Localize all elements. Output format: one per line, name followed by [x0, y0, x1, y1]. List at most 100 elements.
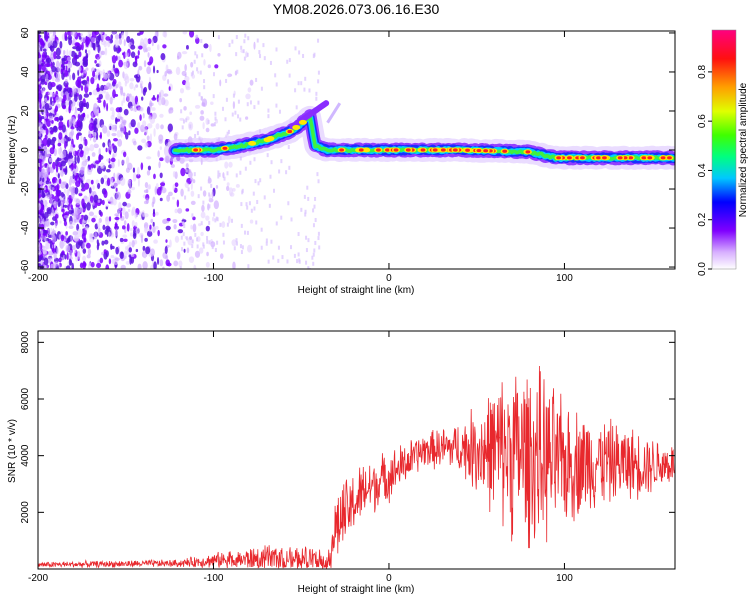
spectrogram-speckle — [226, 185, 230, 192]
spectrogram-speckle — [269, 174, 272, 179]
spectrogram-speckle — [111, 31, 117, 35]
spectrogram-speckle — [175, 66, 181, 76]
spectrogram-speckle — [41, 143, 45, 147]
spectrogram-speckle — [202, 200, 205, 205]
spectrogram-speckle — [243, 56, 246, 61]
spectrogram-speckle — [314, 240, 317, 245]
spectrogram-speckle — [38, 229, 41, 238]
spectrogram-speckle — [174, 235, 180, 243]
spectrogram-speckle — [59, 220, 62, 224]
spectrogram-speckle — [245, 202, 248, 207]
spectrogram-hotspot-core — [647, 156, 653, 160]
spectrogram-speckle — [123, 151, 127, 158]
spectrogram-speckle — [200, 110, 204, 115]
spectrogram-speckle — [295, 105, 298, 110]
spectrogram-speckle — [147, 123, 153, 129]
spectrogram-speckle — [55, 189, 61, 197]
spectrogram-speckle — [208, 240, 211, 245]
spectrogram-speckle — [317, 236, 320, 241]
spectrogram-speckle — [211, 190, 214, 199]
spectrogram-speckle — [265, 238, 268, 243]
spectrogram-speckle — [52, 40, 58, 49]
spectrogram-speckle — [76, 228, 83, 238]
spectrogram-speckle — [249, 79, 254, 86]
spectrogram-speckle — [115, 83, 119, 89]
spectrogram-speckle — [183, 224, 186, 229]
spectrogram-speckle — [156, 186, 162, 196]
spectrogram-speckle — [110, 34, 114, 40]
spectrogram-speckle — [38, 187, 42, 192]
spectrogram-speckle — [247, 264, 250, 269]
spectrogram-speckle — [58, 125, 63, 131]
spectrogram-marks — [38, 31, 675, 269]
spectrogram-speckle — [219, 222, 222, 227]
spectrogram-speckle — [108, 258, 112, 265]
spectrogram-speckle — [47, 183, 52, 191]
spectrogram-speckle — [203, 85, 206, 90]
spectrogram-hotspot-core — [567, 156, 572, 160]
spectrogram-speckle — [105, 93, 111, 101]
spectrogram-speckle — [249, 160, 252, 165]
spectrogram-speckle — [242, 49, 245, 54]
spectrogram-speckle — [287, 201, 290, 206]
snr-x-tick-label: -100 — [203, 573, 223, 584]
spectrogram-speckle — [80, 188, 86, 192]
spectrogram-speckle — [98, 33, 101, 41]
spectrogram-speckle — [165, 239, 168, 243]
spectrogram-speckle — [67, 87, 72, 92]
spectrogram-speckle — [114, 257, 120, 261]
spectrogram-speckle — [262, 43, 265, 48]
spectrogram-speckle — [102, 71, 107, 80]
spectrogram-hotspot-core — [193, 148, 199, 152]
spectrogram-speckle — [149, 224, 152, 230]
spectrogram-speckle — [212, 94, 215, 99]
spectrogram-speckle — [83, 237, 87, 243]
spectrogram-speckle — [159, 146, 163, 151]
spectrogram-speckle — [106, 177, 111, 187]
spectrogram-speckle — [70, 204, 73, 210]
spectrogram-speckle — [297, 232, 300, 237]
spectrogram-speckle — [317, 70, 320, 75]
spectrogram-speckle — [133, 140, 137, 146]
spectrogram-speckle — [114, 216, 120, 221]
spectrogram-speckle — [302, 53, 305, 58]
spectrogram-speckle — [293, 253, 296, 258]
spectrogram-speckle — [275, 82, 278, 87]
spectrogram-speckle — [38, 250, 41, 254]
spectrogram-speckle — [235, 35, 238, 40]
spectrogram-speckle — [124, 131, 129, 140]
spectrogram-speckle — [69, 74, 72, 81]
spectrogram-speckle — [304, 76, 307, 81]
spectrogram-speckle — [66, 252, 69, 261]
spectrogram-hotspot-core — [465, 148, 470, 152]
spectrogram-speckle — [40, 74, 46, 83]
spectrogram-speckle — [130, 119, 136, 128]
spectrogram-speckle — [136, 166, 140, 176]
spectrogram-speckle — [162, 266, 165, 269]
spectrogram-speckle — [70, 31, 74, 36]
spectrogram-speckle — [110, 255, 115, 259]
spectrogram-speckle — [214, 116, 217, 121]
spectrogram-speckle — [40, 45, 43, 52]
spectrogram-speckle — [128, 241, 132, 248]
spectrogram-speckle — [39, 160, 42, 168]
spectrogram-speckle — [65, 107, 68, 113]
spectrogram-speckle — [97, 182, 101, 190]
spectrogram-speckle — [159, 197, 163, 202]
spectrogram-speckle — [124, 73, 129, 80]
spectrogram-speckle — [222, 240, 225, 245]
spectrogram-speckle — [314, 196, 317, 201]
spectrogram-speckle — [140, 162, 144, 171]
spectrogram-speckle — [218, 172, 221, 177]
spectrogram-speckle — [162, 44, 167, 49]
spectrogram-speckle — [206, 239, 209, 244]
spectrogram-speckle — [52, 234, 57, 243]
spectrogram-speckle — [124, 246, 129, 251]
spectrogram-speckle — [144, 142, 149, 148]
spectrogram-speckle — [248, 201, 251, 206]
spectrogram-speckle — [130, 105, 134, 112]
spectrogram-speckle — [93, 194, 99, 203]
spectrogram-speckle — [55, 72, 60, 81]
spectrogram-speckle — [89, 144, 95, 152]
spectrogram-speckle — [78, 36, 82, 40]
